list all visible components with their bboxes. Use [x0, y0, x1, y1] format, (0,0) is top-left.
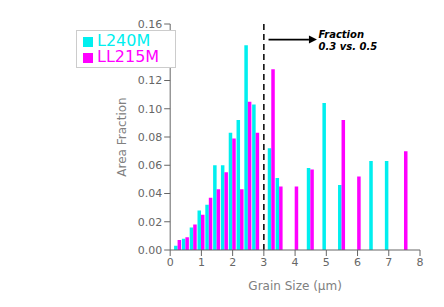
svg-text:Fraction0.3 vs. 0.5: Fraction0.3 vs. 0.5: [319, 28, 378, 51]
svg-text:6: 6: [354, 256, 361, 269]
svg-text:2: 2: [229, 256, 236, 269]
svg-text:0.04: 0.04: [138, 187, 163, 200]
svg-text:8: 8: [417, 256, 424, 269]
svg-text:0.14: 0.14: [138, 46, 163, 59]
svg-text:Area Fraction: Area Fraction: [115, 97, 129, 176]
svg-text:7: 7: [385, 256, 392, 269]
svg-text:0.10: 0.10: [138, 103, 163, 116]
svg-text:4: 4: [292, 256, 299, 269]
svg-text:0.06: 0.06: [138, 159, 163, 172]
svg-text:0.08: 0.08: [138, 131, 163, 144]
svg-text:0.00: 0.00: [138, 244, 163, 257]
svg-text:3: 3: [260, 256, 267, 269]
svg-text:5: 5: [323, 256, 330, 269]
svg-text:0: 0: [167, 256, 174, 269]
svg-text:Grain Size (μm): Grain Size (μm): [248, 279, 341, 293]
svg-text:0.02: 0.02: [138, 216, 163, 229]
svg-text:0.16: 0.16: [138, 18, 163, 31]
svg-text:0.12: 0.12: [138, 74, 163, 87]
svg-text:1: 1: [198, 256, 205, 269]
